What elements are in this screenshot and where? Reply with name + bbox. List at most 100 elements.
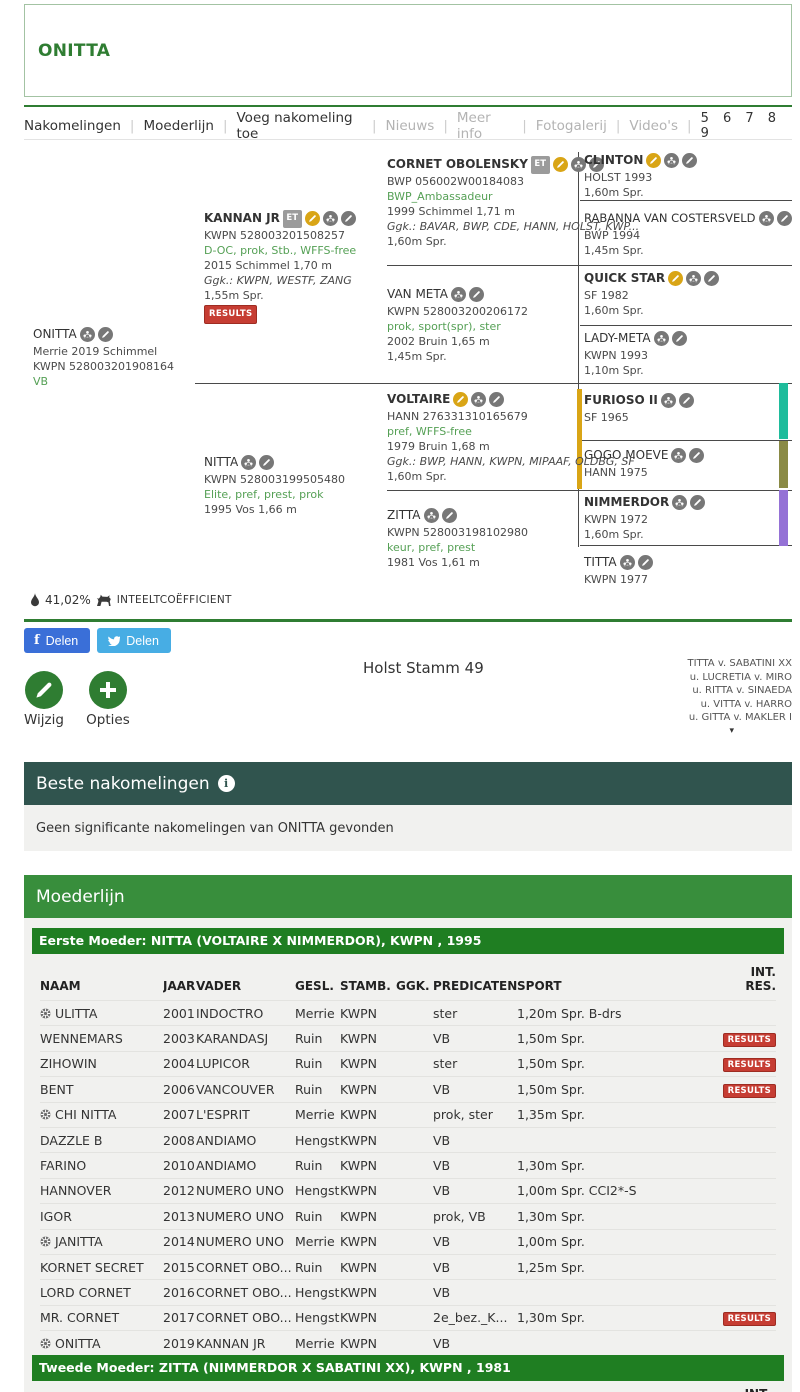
next-table-partial: INT.	[32, 1381, 784, 1392]
approved-stallion-icon[interactable]	[646, 153, 662, 168]
tab-moederlijn[interactable]: Moederlijn	[143, 118, 214, 134]
inbreeding-value: 41,02%	[45, 593, 91, 607]
second-mother-bar: Tweede Moeder: ZITTA (NIMMERDOR X SABATI…	[32, 1355, 784, 1382]
offspring-name-link[interactable]: WENNEMARS	[40, 1031, 123, 1047]
edit-icon[interactable]	[671, 331, 687, 346]
offspring-name-link[interactable]: ZIHOWIN	[40, 1056, 97, 1072]
horse-name-link[interactable]: NIMMERDOR	[584, 495, 670, 509]
offspring-name-link[interactable]: ONITTA	[40, 1336, 163, 1351]
edit-icon[interactable]	[489, 392, 505, 407]
cell-vader: CORNET OBO...	[196, 1259, 292, 1275]
results-badge[interactable]: RESULTS	[722, 1083, 776, 1098]
damline-expand-icon[interactable]: ▾	[729, 725, 734, 736]
tab-nakomelingen[interactable]: Nakomelingen	[24, 118, 121, 134]
tab-videos[interactable]: Video's	[629, 118, 678, 134]
results-badge[interactable]: RESULTS	[722, 1033, 776, 1048]
approved-stallion-icon[interactable]	[453, 392, 469, 407]
edit-icon[interactable]	[704, 271, 720, 286]
offspring-name-link[interactable]: DAZZLE B	[40, 1132, 103, 1148]
edit-icon[interactable]	[340, 211, 356, 226]
horse-sport: 1,60m Spr.	[584, 528, 644, 541]
offspring-name-link[interactable]: LORD CORNET	[40, 1284, 131, 1300]
horse-name-link[interactable]: LADY-META	[584, 331, 651, 345]
edit-icon[interactable]	[776, 211, 792, 226]
offspring-name-link[interactable]: IGOR	[40, 1208, 72, 1224]
offspring-icon[interactable]	[423, 508, 439, 523]
pedigree-line	[580, 325, 792, 326]
approved-stallion-icon[interactable]	[668, 271, 684, 286]
edit-icon[interactable]	[637, 555, 653, 570]
offspring-name-link[interactable]: CHI NITTA	[40, 1107, 163, 1122]
horse-predicates: VB	[33, 375, 49, 388]
horse-name-link[interactable]: CORNET OBOLENSKY	[387, 157, 528, 171]
horse-name-link[interactable]: TITTA	[584, 555, 617, 569]
offspring-icon[interactable]	[619, 555, 635, 570]
edit-icon[interactable]	[468, 287, 484, 302]
offspring-icon[interactable]	[672, 495, 688, 510]
edit-icon[interactable]	[690, 495, 706, 510]
pagination[interactable]: 5 6 7 8 9	[700, 111, 782, 141]
edit-icon[interactable]	[689, 448, 705, 463]
edit-icon[interactable]	[588, 157, 604, 172]
edit-icon[interactable]	[682, 153, 698, 168]
horse-name-link[interactable]: RABANNA VAN COSTERSVELD	[584, 211, 756, 225]
edit-button[interactable]: Wijzig	[24, 671, 64, 728]
horse-name-link[interactable]: VAN META	[387, 287, 448, 301]
horse-name-link[interactable]: CLINTON	[584, 153, 644, 167]
pedigree-node-ssd: RABANNA VAN COSTERSVELD BWP 1994 1,45m S…	[584, 210, 792, 258]
offspring-icon[interactable]	[79, 327, 95, 342]
offspring-icon[interactable]	[671, 448, 687, 463]
horse-name-link[interactable]: KANNAN JR	[204, 211, 280, 225]
tab-fotogalerij[interactable]: Fotogalerij	[535, 118, 607, 134]
results-badge[interactable]: RESULTS	[204, 305, 258, 324]
results-badge[interactable]: RESULTS	[722, 1312, 776, 1327]
edit-icon[interactable]	[259, 455, 275, 470]
offspring-name-link[interactable]: KORNET SECRET	[40, 1259, 144, 1275]
horse-name-link[interactable]: VOLTAIRE	[387, 392, 451, 406]
twitter-share-button[interactable]: Delen	[97, 628, 171, 653]
offspring-icon[interactable]	[664, 153, 680, 168]
tab-nieuws[interactable]: Nieuws	[385, 118, 435, 134]
offspring-name-link[interactable]: ULITTA	[40, 1006, 163, 1021]
approved-stallion-icon[interactable]	[552, 157, 568, 172]
offspring-icon[interactable]	[660, 393, 676, 408]
motherline-body: Eerste Moeder: NITTA (VOLTAIRE X NIMMERD…	[24, 918, 792, 1392]
info-icon[interactable]: i	[217, 775, 235, 792]
results-badge[interactable]: RESULTS	[722, 1058, 776, 1073]
offspring-icon[interactable]	[758, 211, 774, 226]
cell-jaar: 2014	[163, 1234, 195, 1250]
cell-sport: 1,25m Spr.	[517, 1259, 585, 1275]
offspring-icon[interactable]	[653, 331, 669, 346]
edit-icon[interactable]	[441, 508, 457, 523]
horse-name-link[interactable]: ZITTA	[387, 508, 421, 522]
facebook-share-button[interactable]: f Delen	[24, 628, 91, 653]
best-offspring-header: Beste nakomelingen i	[24, 762, 792, 805]
horse-reg: KWPN 1977	[584, 573, 649, 586]
offspring-icon[interactable]	[450, 287, 466, 302]
offspring-icon[interactable]	[686, 271, 702, 286]
offspring-icon[interactable]	[471, 392, 487, 407]
tab-voeg-nakomeling-toe[interactable]: Voeg nakomeling toe	[236, 110, 353, 142]
cell-stamb: KWPN	[340, 1259, 377, 1275]
horse-name-link[interactable]: NITTA	[204, 455, 239, 469]
horse-name-link[interactable]: GOGO MOEVE	[584, 448, 669, 462]
offspring-icon[interactable]	[570, 157, 586, 172]
offspring-name-link[interactable]: FARINO	[40, 1158, 87, 1174]
offspring-name-link[interactable]: HANNOVER	[40, 1183, 112, 1199]
table-row: ZIHOWIN 2004 LUPICOR Ruin KWPN ster 1,50…	[40, 1050, 776, 1076]
blood-drop-icon	[31, 593, 39, 607]
horse-name-link[interactable]: ONITTA	[33, 327, 77, 341]
offspring-name-link[interactable]: MR. CORNET	[40, 1310, 120, 1326]
offspring-name-link[interactable]: BENT	[40, 1081, 74, 1097]
edit-icon[interactable]	[97, 327, 113, 342]
horse-name-link[interactable]: FURIOSO II	[584, 393, 658, 407]
section-divider	[24, 619, 792, 622]
offspring-icon[interactable]	[241, 455, 257, 470]
offspring-name-link[interactable]: JANITTA	[40, 1234, 163, 1249]
tab-meer-info[interactable]: Meer info	[456, 110, 491, 142]
offspring-icon[interactable]	[322, 211, 338, 226]
options-button[interactable]: Opties	[76, 671, 140, 728]
approved-stallion-icon[interactable]	[304, 211, 320, 226]
horse-name-link[interactable]: QUICK STAR	[584, 271, 666, 285]
edit-icon[interactable]	[678, 393, 694, 408]
